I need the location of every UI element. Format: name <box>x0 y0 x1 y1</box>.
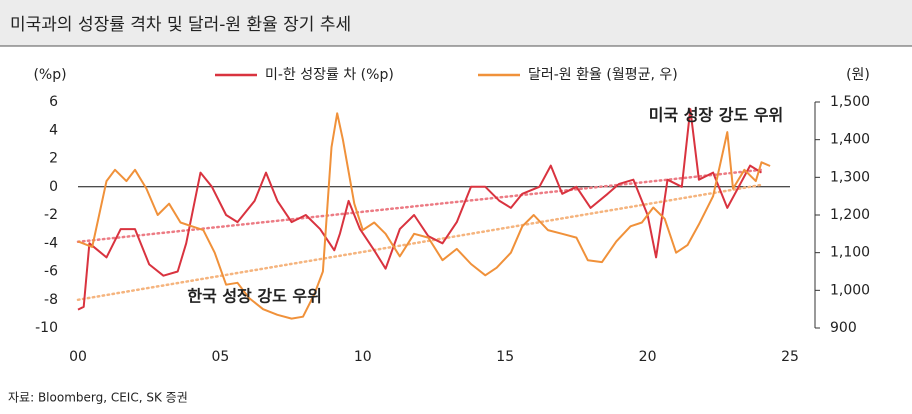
x-tick-label: 20 <box>639 349 657 365</box>
y2-tick-label: 1,400 <box>830 132 870 148</box>
y-tick-label: 6 <box>49 94 58 110</box>
y-tick-label: 0 <box>49 179 58 195</box>
y2-tick-label: 900 <box>830 320 857 336</box>
annotation: 한국 성장 강도 우위 <box>187 286 321 305</box>
legend-label: 미-한 성장률 차 (%p) <box>265 67 394 83</box>
y-tick-label: -4 <box>44 235 58 251</box>
y-tick-label: -2 <box>44 207 58 223</box>
x-tick-label: 15 <box>496 349 514 365</box>
y-tick-label: -10 <box>35 320 58 336</box>
x-tick-label: 25 <box>781 349 799 365</box>
title-bar <box>0 0 912 46</box>
legend-label: 달러-원 환율 (월평균, 우) <box>528 67 678 83</box>
x-tick-label: 00 <box>69 349 87 365</box>
y-axis-label: (%p) <box>33 67 66 83</box>
x-tick-label: 05 <box>211 349 229 365</box>
y2-axis-label: (원) <box>846 67 870 83</box>
trend-line <box>76 183 763 302</box>
y2-tick-label: 1,500 <box>830 94 870 110</box>
y2-tick-label: 1,000 <box>830 282 870 298</box>
chart-title: 미국과의 성장률 격차 및 달러-원 환율 장기 추세 <box>10 15 351 35</box>
annotation: 미국 성장 강도 우위 <box>649 106 783 125</box>
y2-tick-label: 1,300 <box>830 169 870 185</box>
series-line <box>77 112 771 320</box>
y2-tick-label: 1,200 <box>830 207 870 223</box>
y-tick-label: 2 <box>49 151 58 167</box>
y-tick-label: -8 <box>44 292 58 308</box>
y-tick-label: 4 <box>49 122 58 138</box>
y2-tick-label: 1,100 <box>830 245 870 261</box>
source: 자료: Bloomberg, CEIC, SK 증권 <box>8 391 188 405</box>
trend-line <box>76 168 763 244</box>
y-tick-label: -6 <box>44 264 58 280</box>
series-line <box>77 108 763 311</box>
x-tick-label: 10 <box>354 349 372 365</box>
